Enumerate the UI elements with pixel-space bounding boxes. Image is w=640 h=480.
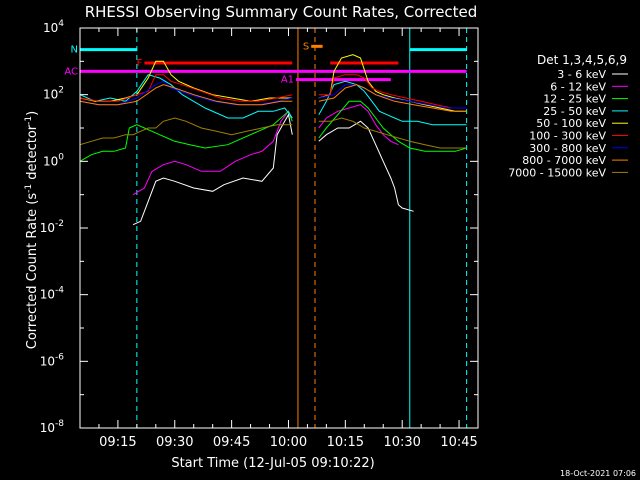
y-axis-label-part3: ) <box>25 111 40 116</box>
flag-label-5: A1 <box>281 75 294 86</box>
legend-entry-2: 12 - 25 keV <box>543 93 606 106</box>
y-tick-base: 10 <box>43 88 58 102</box>
series-line-1 <box>132 110 293 196</box>
flag-label-0: N <box>71 45 78 56</box>
x-tick-label-2: 09:45 <box>213 435 250 450</box>
flag-label-6: S <box>303 41 309 52</box>
flag-label-4: AC <box>64 66 78 77</box>
x-tick-label-1: 09:30 <box>156 435 193 450</box>
series-line-3 <box>79 74 293 119</box>
y-tick-base: 10 <box>43 154 58 168</box>
legend-entry-4: 50 - 100 keV <box>536 117 606 130</box>
x-tick-label-3: 10:00 <box>270 435 307 450</box>
y-tick-exponent: 4 <box>58 19 64 29</box>
series-line-6-b <box>318 84 467 109</box>
series-line-0-b <box>318 120 414 212</box>
series-line-8 <box>79 117 293 146</box>
y-tick-base: 10 <box>40 354 55 368</box>
y-axis-label-sup1: -1 <box>24 184 34 193</box>
series-line-4-b <box>318 54 467 112</box>
legend-entry-1: 6 - 12 keV <box>550 80 606 93</box>
y-tick-base: 10 <box>40 421 55 435</box>
series-line-7 <box>79 84 293 106</box>
y-axis-label-part1: Corrected Count Rate (s <box>25 193 40 350</box>
legend-entry-3: 25 - 50 keV <box>543 105 606 118</box>
series-line-8-b <box>318 117 467 149</box>
y-tick-label--4: 10-4 <box>40 286 65 302</box>
y-tick-label-4: 104 <box>43 19 64 35</box>
series-line-2-b <box>318 100 467 152</box>
x-tick-label-5: 10:30 <box>383 435 420 450</box>
series-line-7-b <box>318 84 467 112</box>
y-axis-label: Corrected Count Rate (s-1 detector-1) <box>24 111 40 349</box>
y-tick-exponent: -4 <box>55 286 64 296</box>
y-tick-base: 10 <box>40 221 55 235</box>
y-tick-exponent: -2 <box>55 219 64 229</box>
y-tick-exponent: -6 <box>55 352 64 362</box>
chart-title: RHESSI Observing Summary Count Rates, Co… <box>85 3 478 21</box>
y-tick-exponent: -8 <box>55 419 64 429</box>
timestamp: 18-Oct-2021 07:06 <box>560 469 636 478</box>
y-tick-label--6: 10-6 <box>40 352 65 368</box>
x-axis-label: Start Time (12-Jul-05 09:10:22) <box>171 456 374 471</box>
legend-title: Det 1,3,4,5,6,9 <box>537 53 627 67</box>
y-axis-label-sup2: -1 <box>24 116 34 125</box>
legend-entry-6: 300 - 800 keV <box>529 142 606 155</box>
x-tick-label-6: 10:45 <box>440 435 477 450</box>
x-tick-label-4: 10:15 <box>327 435 364 450</box>
series-line-1-b <box>318 104 399 146</box>
series-line-0 <box>132 113 293 226</box>
y-tick-label-0: 100 <box>43 152 64 168</box>
legend-entry-7: 800 - 7000 keV <box>522 154 606 167</box>
y-axis-label-part2: detector <box>25 124 40 184</box>
series-line-5 <box>79 74 293 102</box>
series-line-4 <box>79 60 293 102</box>
y-tick-label--8: 10-8 <box>40 419 65 435</box>
legend-entry-5: 100 - 300 keV <box>529 130 606 143</box>
series-line-3-b <box>318 80 467 126</box>
y-tick-base: 10 <box>40 288 55 302</box>
y-tick-base: 10 <box>43 21 58 35</box>
legend-entry-0: 3 - 6 keV <box>557 68 606 81</box>
y-tick-label--2: 10-2 <box>40 219 64 235</box>
y-tick-exponent: 2 <box>58 86 64 96</box>
x-tick-label-0: 09:15 <box>99 435 136 450</box>
legend-entry-8: 7000 - 15000 keV <box>508 166 606 179</box>
flag-label-2: F <box>137 58 143 69</box>
series-line-5-b <box>318 74 467 109</box>
series-line-2 <box>79 110 293 162</box>
y-tick-exponent: 0 <box>58 152 64 162</box>
y-tick-label-2: 102 <box>43 86 64 102</box>
